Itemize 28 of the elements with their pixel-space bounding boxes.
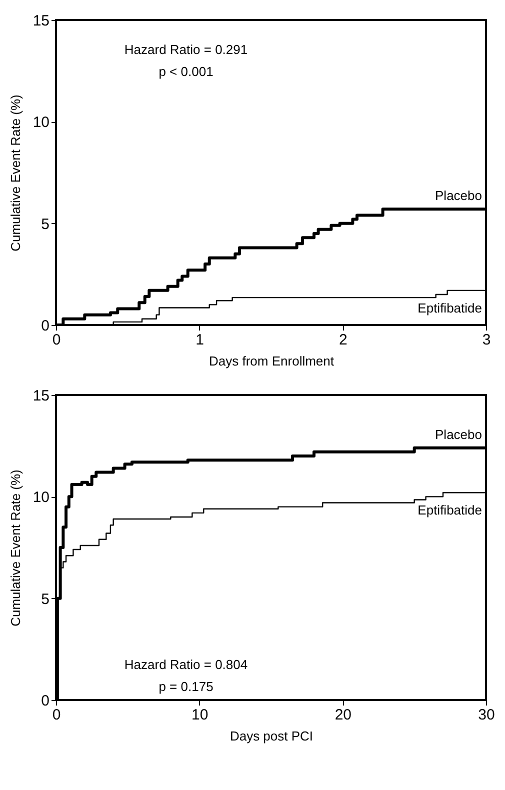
annotation: p = 0.175 [158,679,214,694]
annotation: Hazard Ratio = 0.291 [124,42,248,57]
series-label: Eptifibatide [418,502,482,518]
series-label: Placebo [435,188,482,204]
series-label: Placebo [435,426,482,442]
x-tick-label: 0 [52,706,61,724]
x-tick-label: 20 [334,706,352,724]
y-tick-label: 5 [41,216,50,233]
x-tick-label: 0 [52,332,61,348]
x-tick-label: 30 [478,706,495,724]
y-axis-title: Cumulative Event Rate (%) [8,94,23,252]
y-tick-label: 10 [32,489,50,506]
annotation: Hazard Ratio = 0.804 [124,657,248,672]
x-tick-label: 3 [482,332,491,348]
y-tick-label: 15 [32,12,50,30]
y-tick-label: 0 [41,318,50,334]
y-axis-title: Cumulative Event Rate (%) [8,470,23,626]
y-tick-label: 10 [32,114,50,132]
series-label: Eptifibatide [418,300,482,316]
x-tick-label: 2 [338,332,348,348]
x-axis-title: Days from Enrollment [209,354,334,368]
annotation: p < 0.001 [158,64,214,79]
y-tick-label: 5 [41,590,50,608]
x-axis-title: Days post PCI [230,728,314,744]
y-tick-label: 15 [32,388,50,404]
x-tick-label: 10 [191,706,208,724]
y-tick-label: 0 [41,692,50,710]
x-tick-label: 1 [196,332,204,348]
